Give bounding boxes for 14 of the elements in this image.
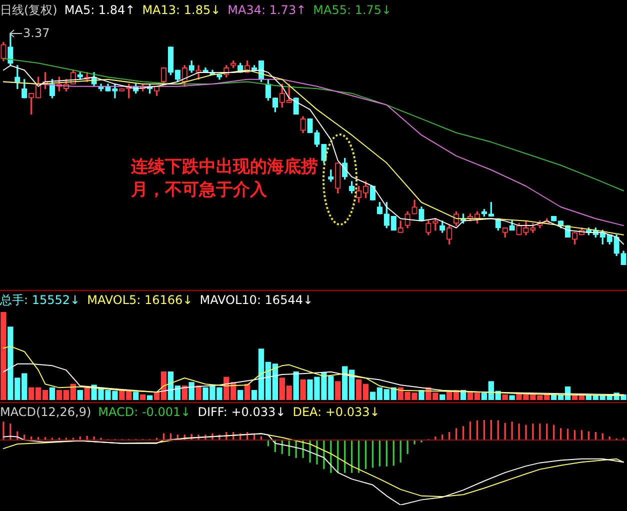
series-label: DIFF: +0.033↓: [198, 405, 286, 419]
annotation: 3.37: [23, 26, 50, 40]
text: MAVOL5: 16166↓: [87, 293, 193, 307]
chart-title: 日线(复权): [0, 3, 58, 17]
text: MA5: 1.84↑: [64, 3, 136, 17]
series-label: DEA: +0.033↓: [292, 405, 380, 419]
text: MA55: 1.75↓: [313, 3, 392, 17]
text: MA34: 1.73↑: [228, 3, 306, 17]
text: MA13: 1.85↓: [142, 3, 221, 17]
series-label: 总手: 15552↓: [0, 293, 80, 307]
series-label: MACD: -0.001↓: [98, 405, 191, 419]
annotation: 连续下跌中出现的海底捞月，不可急于介入: [131, 156, 319, 202]
chart-title: MACD(12,26,9): [0, 405, 92, 419]
text: MAVOL10: 16544↓: [200, 293, 314, 307]
